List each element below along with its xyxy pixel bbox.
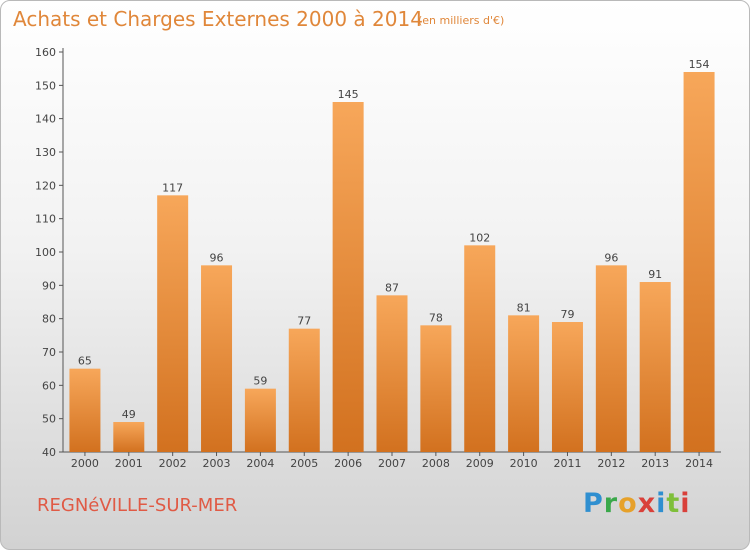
bar-value-label: 87	[385, 281, 399, 294]
x-tick-label: 2009	[466, 457, 494, 470]
x-tick-label: 2012	[597, 457, 625, 470]
brand-letter: x	[637, 488, 657, 519]
y-tick-label: 80	[42, 313, 56, 326]
bar-value-label: 154	[689, 58, 710, 71]
bar-value-label: 77	[297, 315, 311, 328]
bar	[464, 245, 496, 452]
x-tick-label: 2013	[641, 457, 669, 470]
x-tick-label: 2003	[203, 457, 231, 470]
y-tick-label: 120	[35, 179, 56, 192]
bar	[551, 322, 583, 452]
y-tick-label: 40	[42, 446, 56, 459]
bar	[244, 388, 276, 452]
brand-letter: o	[618, 488, 638, 519]
bar-value-label: 65	[78, 355, 92, 368]
x-tick-label: 2007	[378, 457, 406, 470]
bar	[201, 265, 233, 452]
bar	[595, 265, 627, 452]
y-tick-label: 160	[35, 46, 56, 59]
bar-value-label: 59	[253, 375, 267, 388]
x-tick-label: 2011	[553, 457, 581, 470]
y-tick-label: 100	[35, 246, 56, 259]
y-tick-label: 110	[35, 213, 56, 226]
x-tick-label: 2006	[334, 457, 362, 470]
brand-letter: P	[583, 488, 604, 519]
x-tick-label: 2008	[422, 457, 450, 470]
bar	[113, 422, 145, 452]
bar	[332, 102, 364, 452]
y-tick-label: 90	[42, 279, 56, 292]
x-tick-label: 2001	[115, 457, 143, 470]
bar-value-label: 96	[604, 251, 618, 264]
bar	[420, 325, 452, 452]
bar-value-label: 91	[648, 268, 662, 281]
bar-value-label: 96	[210, 251, 224, 264]
y-tick-label: 60	[42, 379, 56, 392]
bar-value-label: 49	[122, 408, 136, 421]
y-tick-label: 70	[42, 346, 56, 359]
y-tick-label: 150	[35, 79, 56, 92]
bar-value-label: 117	[162, 181, 183, 194]
bar-value-label: 145	[338, 88, 359, 101]
bar	[157, 195, 189, 453]
y-tick-label: 50	[42, 413, 56, 426]
brand-letter: i	[656, 488, 667, 519]
bar-value-label: 79	[560, 308, 574, 321]
bar	[683, 72, 715, 452]
brand-logo: Proxiti	[583, 488, 691, 519]
y-tick-label: 140	[35, 113, 56, 126]
x-tick-label: 2010	[510, 457, 538, 470]
x-tick-label: 2000	[71, 457, 99, 470]
bar-value-label: 81	[517, 301, 531, 314]
bar	[376, 295, 408, 452]
brand-letter: i	[680, 488, 691, 519]
y-tick-label: 130	[35, 146, 56, 159]
x-tick-label: 2004	[246, 457, 274, 470]
brand-letter: t	[666, 488, 681, 519]
x-tick-label: 2014	[685, 457, 713, 470]
x-tick-label: 2005	[290, 457, 318, 470]
bar-value-label: 78	[429, 311, 443, 324]
bar-value-label: 102	[469, 231, 490, 244]
chart-unit: (en milliers d'€)	[418, 14, 505, 27]
x-tick-label: 2002	[159, 457, 187, 470]
bar	[639, 282, 671, 452]
chart-title: Achats et Charges Externes 2000 à 2014	[13, 7, 423, 31]
bar	[508, 315, 540, 452]
bar	[288, 328, 320, 452]
brand-letter: r	[603, 488, 619, 519]
town-name: REGNéVILLE-SUR-MER	[37, 495, 238, 516]
bar	[69, 368, 101, 452]
